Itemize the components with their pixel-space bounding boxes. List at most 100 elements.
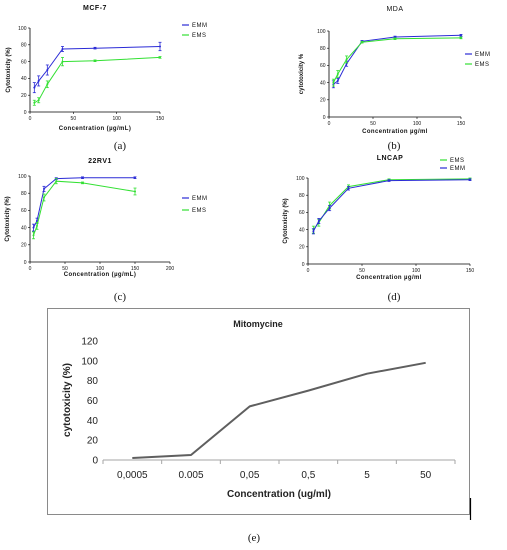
data-point-ems: [33, 101, 36, 104]
x-tick-label: 50: [420, 470, 432, 481]
data-point-ems: [43, 196, 45, 199]
data-point-emm: [32, 226, 35, 229]
x-axis-label: Concentration (µg/mL): [59, 126, 132, 132]
data-point-ems: [159, 56, 161, 59]
panel-caption: (e): [248, 532, 261, 544]
y-tick-label: 100: [18, 174, 27, 180]
chart-title: MCF-7: [83, 5, 107, 12]
y-axis-label: cytotoxicity %: [299, 53, 305, 94]
data-point-ems: [37, 99, 40, 102]
series-line-emm: [312, 179, 471, 232]
y-tick-label: 0: [24, 260, 27, 266]
x-tick-label: 150: [466, 268, 475, 274]
panel-caption: (b): [388, 140, 401, 152]
y-tick-label: 60: [21, 59, 27, 65]
y-tick-label: 60: [21, 208, 27, 214]
x-tick-label: 0: [29, 116, 32, 122]
data-point-emm: [81, 176, 84, 179]
legend-label-ems: EMS: [192, 208, 207, 214]
series-line-ems: [34, 56, 161, 104]
series-line-mitomycine: [132, 361, 426, 459]
legend-label-emm: EMM: [192, 196, 208, 202]
x-tick-label: 200: [166, 266, 175, 272]
x-tick-label: 150: [156, 116, 165, 122]
y-tick-label: 0: [323, 115, 326, 121]
data-point-ems: [134, 190, 136, 193]
y-tick-label: 40: [320, 80, 326, 86]
y-tick-label: 80: [21, 43, 27, 49]
y-tick-label: 100: [317, 29, 326, 35]
data-point-ems: [46, 83, 49, 86]
chart-frame: [47, 308, 470, 515]
y-tick-label: 20: [21, 93, 27, 99]
data-point-emm: [33, 86, 36, 89]
y-tick-label: 40: [21, 225, 27, 231]
y-tick-label: 40: [87, 416, 99, 427]
x-tick-label: 0.005: [178, 470, 203, 481]
y-tick-label: 60: [299, 210, 305, 216]
y-axis-label: Cytotoxicity (%): [283, 198, 289, 243]
chart-title: Mitomycine: [233, 319, 283, 329]
data-point-ems: [460, 36, 462, 39]
x-tick-label: 100: [112, 116, 121, 122]
x-tick-label: 100: [96, 266, 105, 272]
data-point-emm: [328, 207, 331, 210]
y-tick-label: 20: [299, 245, 305, 251]
legend-label-ems: EMS: [450, 158, 465, 164]
data-point-emm: [159, 45, 161, 48]
data-point-ems: [55, 180, 58, 183]
chart-title: MDA: [386, 6, 403, 13]
series-line-ems: [33, 180, 136, 236]
x-tick-label: 50: [370, 121, 376, 127]
y-tick-label: 80: [299, 193, 305, 199]
y-tick-label: 20: [87, 436, 99, 447]
y-tick-label: 100: [81, 356, 98, 367]
panel-caption: (a): [114, 140, 127, 152]
x-tick-label: 5: [364, 470, 370, 481]
data-point-ems: [94, 59, 96, 62]
x-tick-label: 50: [359, 268, 365, 274]
data-point-ems: [36, 224, 38, 227]
y-axis-label: Cytotoxicity (%): [5, 196, 11, 241]
y-axis-label: cytotoxicity (%): [62, 363, 73, 437]
data-point-ems: [32, 234, 35, 237]
legend-label-emm: EMM: [450, 166, 466, 172]
data-point-ems: [336, 73, 339, 75]
data-point-emm: [43, 187, 45, 190]
x-axis-label: Concentration µg/ml: [362, 129, 428, 135]
x-tick-label: 100: [413, 121, 422, 127]
series-line-ems: [332, 37, 462, 83]
y-tick-label: 120: [81, 337, 98, 348]
y-tick-label: 100: [296, 176, 305, 182]
panel-caption: (c): [114, 291, 127, 303]
data-point-ems: [332, 81, 335, 84]
data-point-ems: [61, 60, 64, 63]
data-point-emm: [134, 176, 136, 179]
y-tick-label: 60: [87, 396, 99, 407]
series-line-emm: [333, 34, 462, 85]
x-tick-label: 100: [412, 268, 421, 274]
data-point-emm: [94, 47, 96, 50]
x-tick-label: 150: [457, 121, 466, 127]
x-axis-label: Concentration (µg/mL): [64, 272, 137, 278]
data-point-emm: [347, 187, 350, 190]
x-axis-label: Concentration (ug/ml): [227, 489, 331, 500]
data-point-emm: [469, 178, 471, 181]
x-tick-label: 0,0005: [117, 470, 148, 481]
chart-title: 22RV1: [88, 158, 112, 165]
x-tick-label: 0,05: [240, 470, 260, 481]
y-tick-label: 20: [320, 98, 326, 104]
y-tick-label: 20: [21, 243, 27, 249]
data-point-emm: [312, 230, 315, 233]
data-point-ems: [394, 37, 396, 40]
data-point-emm: [460, 34, 462, 37]
panel-caption: (d): [388, 291, 401, 303]
data-point-emm: [336, 79, 339, 82]
x-tick-label: 150: [131, 266, 140, 272]
y-tick-label: 100: [18, 26, 27, 32]
y-tick-label: 0: [92, 456, 98, 467]
data-point-emm: [36, 219, 38, 222]
legend-label-ems: EMS: [475, 62, 490, 68]
x-tick-label: 0: [328, 121, 331, 127]
